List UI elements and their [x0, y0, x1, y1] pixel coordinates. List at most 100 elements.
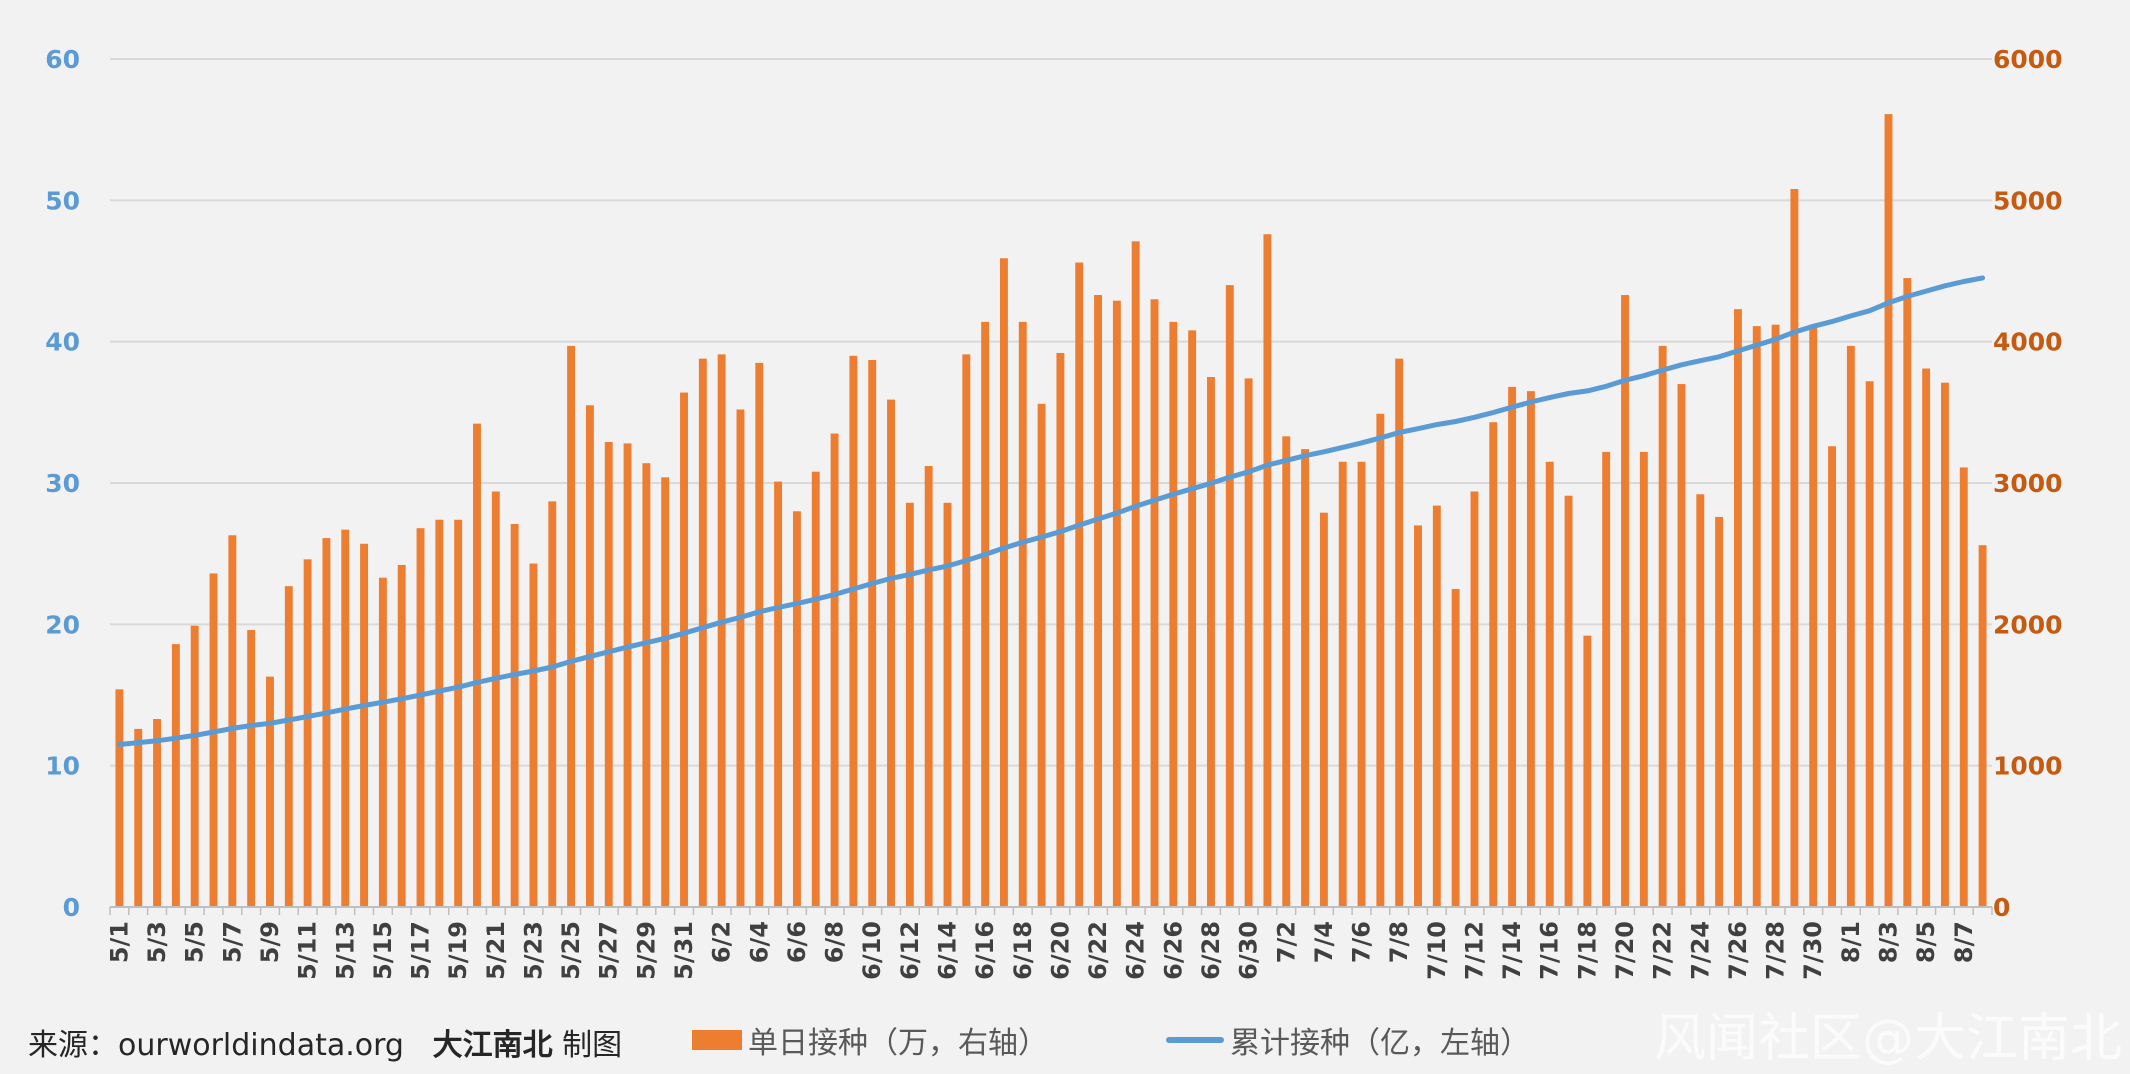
bar-6/1: [698, 358, 707, 907]
cumulative-line-path: [116, 275, 1986, 747]
right-tick-label: 4000: [1993, 328, 2063, 357]
bar-5/17: [416, 528, 425, 907]
x-tick-label: 7/2: [1272, 921, 1300, 963]
bar-6/16: [981, 321, 990, 907]
bar-5/24: [548, 501, 557, 907]
right-tick-label: 3000: [1993, 469, 2063, 498]
bar-5/10: [284, 586, 293, 907]
bar-6/9: [849, 355, 858, 907]
bar-6/2: [717, 354, 726, 907]
x-tick-label: 5/15: [369, 921, 397, 980]
x-tick-label: 5/27: [595, 921, 623, 980]
bar-5/7: [228, 535, 237, 907]
bar-5/8: [247, 629, 256, 907]
right-tick-label: 5000: [1993, 186, 2063, 215]
bar-6/28: [1207, 377, 1215, 907]
bar-7/24: [1696, 494, 1705, 907]
bar-5/31: [680, 392, 688, 908]
bar-7/6: [1357, 461, 1366, 907]
bar-7/2: [1282, 436, 1291, 907]
bar-7/26: [1733, 309, 1742, 907]
x-tick-label: 5/3: [143, 921, 171, 963]
x-tick-label: 7/20: [1611, 921, 1639, 980]
x-tick-label: 6/30: [1235, 921, 1263, 980]
bar-6/26: [1169, 321, 1178, 907]
x-tick-label: 8/5: [1912, 921, 1940, 963]
left-tick-label: 50: [45, 186, 80, 215]
x-tick-label: 5/17: [407, 921, 435, 980]
right-tick-label: 0: [1993, 893, 2010, 922]
bar-8/4: [1903, 278, 1912, 908]
x-tick-label: 7/28: [1762, 921, 1790, 980]
bar-5/16: [397, 564, 406, 907]
bar-6/11: [887, 399, 895, 907]
bar-7/22: [1658, 345, 1667, 907]
x-tick-label: 7/16: [1536, 921, 1564, 980]
bar-5/21: [491, 491, 500, 907]
x-tick-label: 5/29: [632, 921, 660, 980]
left-tick-label: 40: [45, 328, 80, 357]
x-tick-label: 6/20: [1046, 921, 1074, 980]
bar-6/18: [1018, 321, 1027, 907]
bar-6/19: [1037, 403, 1046, 907]
bar-8/7: [1959, 467, 1968, 907]
x-tick-label: 7/14: [1498, 921, 1526, 980]
x-tick-label: 6/2: [708, 921, 736, 963]
source-prefix: 来源：: [28, 1028, 118, 1063]
bar-5/15: [378, 577, 387, 907]
bar-7/23: [1677, 384, 1686, 908]
right-tick-label: 2000: [1993, 610, 2063, 639]
bar-7/8: [1395, 358, 1404, 907]
bar-6/24: [1131, 241, 1140, 907]
left-tick-label: 20: [45, 610, 80, 639]
bar-7/17: [1564, 495, 1573, 907]
x-tick-label: 6/22: [1084, 921, 1112, 980]
bar-7/9: [1414, 525, 1422, 907]
bar-5/22: [510, 523, 519, 907]
bar-5/20: [473, 423, 481, 907]
x-tick-label: 7/4: [1310, 921, 1338, 963]
x-tick-label: 5/21: [482, 921, 510, 980]
x-tick-label: 5/23: [520, 921, 548, 980]
x-tick-label: 5/13: [331, 921, 359, 980]
bar-6/8: [830, 433, 839, 907]
x-tick-label: 7/26: [1724, 921, 1752, 980]
right-tick-label: 6000: [1993, 45, 2063, 74]
legend-item-bar: 单日接种（万，右轴）: [692, 1018, 1048, 1062]
bar-6/5: [774, 481, 783, 907]
bar-5/19: [454, 519, 463, 907]
bar-5/30: [661, 477, 670, 907]
bar-5/2: [134, 728, 143, 907]
x-tick-label: 7/6: [1348, 921, 1376, 963]
left-axis-labels: 0 10 20 30 40 50 60: [45, 45, 80, 922]
bar-6/30: [1244, 378, 1253, 907]
x-tick-label: 7/30: [1799, 921, 1827, 980]
left-tick-label: 30: [45, 469, 80, 498]
bar-6/13: [924, 466, 933, 907]
bar-6/7: [811, 471, 820, 907]
legend-line-swatch: [1166, 1037, 1224, 1043]
source-note: 来源：ourworldindata.org 大江南北 制图: [28, 1020, 622, 1064]
x-tick-label: 8/3: [1875, 921, 1903, 963]
bar-5/11: [303, 559, 312, 907]
x-tick-label: 7/12: [1461, 921, 1489, 980]
bar-8/5: [1922, 368, 1931, 907]
bar-7/30: [1809, 324, 1818, 907]
left-tick-label: 0: [63, 893, 80, 922]
x-tick-label: 5/31: [670, 921, 698, 980]
x-tick-label: 6/8: [821, 921, 849, 963]
bar-5/5: [190, 625, 199, 907]
source-site: ourworldindata.org: [118, 1028, 404, 1063]
axes: [109, 906, 1993, 915]
legend-bar-swatch: [692, 1030, 742, 1050]
bar-7/7: [1376, 413, 1385, 907]
watermark: 风闻社区@大江南北: [1653, 1009, 2122, 1069]
x-tick-label: 6/18: [1009, 921, 1037, 980]
bar-6/15: [962, 354, 971, 907]
bar-7/19: [1602, 451, 1611, 907]
bar-7/27: [1752, 326, 1761, 907]
author-suffix: 制图: [562, 1028, 623, 1063]
bar-5/18: [435, 519, 444, 907]
x-tick-label: 6/26: [1159, 921, 1187, 980]
